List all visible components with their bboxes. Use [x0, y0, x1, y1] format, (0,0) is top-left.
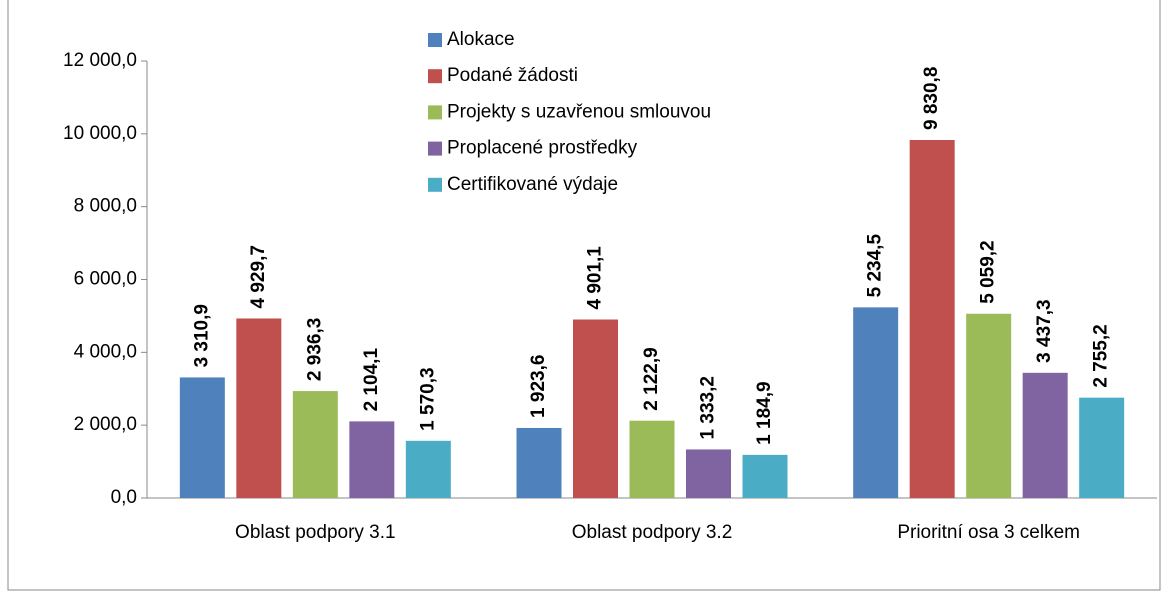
- bar: [516, 427, 562, 498]
- value-label: 1 923,6: [528, 355, 549, 418]
- bar: [909, 139, 955, 498]
- bar: [629, 420, 675, 498]
- y-tick-label: 8 000,0: [74, 196, 137, 217]
- x-tick-label: Oblast podpory 3.2: [572, 522, 733, 543]
- value-label: 2 755,2: [1091, 324, 1112, 387]
- legend-swatch: [428, 69, 442, 84]
- bar: [686, 449, 731, 498]
- value-label: 9 830,8: [921, 67, 942, 130]
- value-label: 5 059,2: [978, 240, 999, 303]
- value-label: 3 310,9: [191, 304, 212, 367]
- bar: [405, 440, 451, 498]
- bar: [1079, 397, 1125, 498]
- value-label: 1 570,3: [417, 367, 438, 430]
- bar: [573, 319, 618, 498]
- bar: [853, 307, 899, 498]
- legend-label: Projekty s uzavřenou smlouvou: [447, 101, 711, 122]
- legend-label: Alokace: [447, 29, 515, 50]
- value-label: 4 901,1: [585, 246, 606, 310]
- legend-swatch: [428, 141, 442, 156]
- legend-label: Podané žádosti: [447, 65, 578, 86]
- bar: [236, 318, 282, 498]
- legend-label: Certifikované výdaje: [447, 174, 618, 195]
- value-label: 5 234,5: [865, 234, 886, 298]
- y-tick-label: 2 000,0: [74, 414, 137, 435]
- legend-swatch: [428, 105, 442, 120]
- bar: [292, 391, 338, 498]
- bar: [179, 377, 225, 498]
- value-label: 2 936,3: [304, 318, 325, 381]
- y-tick-label: 6 000,0: [74, 269, 137, 290]
- x-tick-label: Oblast podpory 3.1: [235, 522, 396, 543]
- y-tick-label: 12 000,0: [63, 50, 137, 71]
- bar: [742, 454, 788, 498]
- legend-swatch: [428, 177, 442, 192]
- y-tick-label: 0,0: [111, 487, 137, 508]
- chart-frame: [7, 0, 1161, 591]
- value-label: 3 437,3: [1034, 299, 1055, 362]
- value-label: 2 122,9: [641, 347, 662, 410]
- bar: [966, 313, 1012, 498]
- value-label: 1 333,2: [698, 376, 719, 439]
- value-label: 1 184,9: [754, 381, 775, 444]
- value-label: 2 104,1: [361, 348, 382, 412]
- bar: [1022, 372, 1068, 498]
- bar: [349, 421, 395, 498]
- y-tick-label: 4 000,0: [74, 341, 137, 362]
- legend-label: Proplacené prostředky: [447, 138, 638, 159]
- y-tick-label: 10 000,0: [63, 123, 137, 144]
- legend-swatch: [428, 33, 442, 47]
- value-label: 4 929,7: [248, 245, 269, 308]
- x-tick-label: Prioritní osa 3 celkem: [897, 522, 1080, 543]
